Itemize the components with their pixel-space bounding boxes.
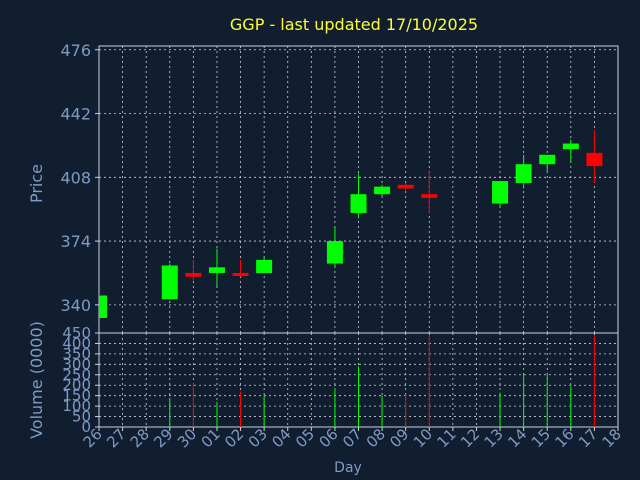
x-tick-label: 05 — [292, 425, 318, 451]
x-tick-label: 03 — [245, 425, 271, 451]
candle-body — [492, 181, 509, 204]
volume-tick-label: 150 — [62, 387, 91, 405]
price-tick-label: 442 — [60, 105, 91, 124]
x-tick-label: 28 — [127, 425, 153, 451]
candle-body — [350, 194, 367, 213]
candle-body — [539, 154, 556, 165]
x-tick-label: 09 — [386, 425, 412, 451]
price-tick-label: 476 — [60, 41, 91, 60]
candle-body — [161, 265, 178, 300]
x-tick-label: 13 — [481, 425, 507, 451]
price-tick-label: 408 — [60, 168, 91, 187]
x-tick-label: 12 — [457, 425, 483, 451]
x-tick-label: 02 — [221, 425, 247, 451]
x-tick-label: 16 — [551, 425, 577, 451]
candle-body — [232, 272, 249, 276]
volume-tick-label: 450 — [62, 324, 91, 342]
x-tick-label: 17 — [575, 425, 601, 451]
candle-body — [374, 186, 391, 195]
candle-body — [515, 164, 532, 183]
volume-tick-label: 0 — [81, 418, 91, 436]
volume-tick-label: 400 — [62, 334, 91, 352]
candle-body — [586, 152, 603, 167]
candle-body — [326, 241, 343, 264]
volume-tick-label: 350 — [62, 345, 91, 363]
x-tick-label: 27 — [103, 425, 129, 451]
candle-body — [99, 295, 107, 318]
price-tick-label: 340 — [60, 296, 91, 315]
price-panel: 340 374 408 442 476 — [60, 41, 619, 334]
volume-axis-label: Volume (0000) — [27, 321, 46, 439]
volume-tick-label: 50 — [72, 408, 91, 426]
candle-body — [562, 143, 579, 150]
x-tick-labels: 2627282930010203040506070809101112131415… — [80, 425, 625, 451]
candle-body — [185, 272, 202, 277]
candle-body — [397, 184, 414, 189]
candle-body — [256, 259, 273, 273]
price-axis-label: Price — [27, 164, 46, 203]
volume-tick-label: 300 — [62, 355, 91, 373]
x-tick-label: 30 — [174, 425, 200, 451]
x-tick-label: 01 — [198, 425, 224, 451]
x-tick-label: 18 — [599, 425, 625, 451]
price-tick-label: 374 — [60, 232, 91, 251]
volume-tick-label: 100 — [62, 397, 91, 415]
x-tick-label: 29 — [150, 425, 176, 451]
volume-tick-label: 250 — [62, 366, 91, 384]
x-tick-label: 06 — [316, 425, 342, 451]
day-axis-label: Day — [334, 460, 362, 476]
x-tick-label: 14 — [504, 425, 530, 451]
candles-group — [99, 130, 603, 318]
x-tick-label: 04 — [268, 425, 294, 451]
chart-title: GGP - last updated 17/10/2025 — [230, 15, 478, 34]
candle-body — [421, 194, 438, 198]
x-tick-label: 15 — [528, 425, 554, 451]
x-tick-label: 08 — [363, 425, 389, 451]
x-tick-label: 07 — [339, 425, 365, 451]
x-tick-label: 11 — [433, 425, 459, 451]
volume-tick-label: 200 — [62, 376, 91, 394]
x-tick-label: 10 — [410, 425, 436, 451]
candle-body — [208, 267, 225, 273]
